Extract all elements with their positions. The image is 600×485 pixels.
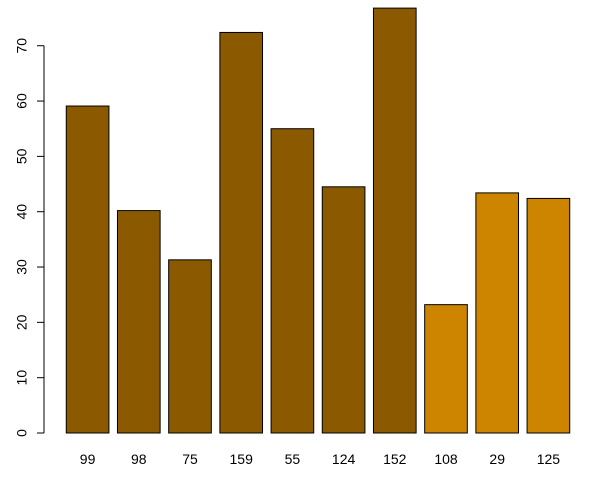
bar-75: [168, 259, 212, 434]
x-tick-label: 75: [182, 451, 198, 467]
x-tick-label: 125: [537, 451, 561, 467]
bar-108: [424, 304, 468, 434]
y-tick-label: 70: [14, 38, 30, 54]
bar-55: [270, 128, 315, 434]
bar-98: [116, 210, 161, 434]
bar-124: [321, 186, 366, 434]
x-tick-label: 55: [285, 451, 301, 467]
bar-125: [526, 197, 571, 434]
x-tick-label: 152: [383, 451, 407, 467]
bar-99: [65, 105, 110, 434]
x-tick-label: 159: [230, 451, 254, 467]
y-tick-label: 60: [14, 93, 30, 109]
x-tick-label: 98: [131, 451, 147, 467]
y-axis: 0 10 20 30 40 50 60 70: [14, 38, 45, 437]
bar-159: [219, 31, 264, 434]
y-tick-label: 20: [14, 314, 30, 330]
y-tick-label: 0: [14, 429, 30, 437]
bar-29: [475, 192, 520, 434]
y-tick-label: 30: [14, 259, 30, 275]
x-axis-labels: 99 98 75 159 55 124 152 108 29 125: [80, 451, 560, 467]
y-tick-label: 50: [14, 148, 30, 164]
x-tick-label: 124: [332, 451, 356, 467]
bar-152: [372, 7, 417, 434]
bar-series: [65, 7, 571, 434]
y-tick-label: 10: [14, 370, 30, 386]
x-tick-label: 99: [80, 451, 96, 467]
y-tick-label: 40: [14, 204, 30, 220]
x-tick-label: 108: [434, 451, 458, 467]
x-tick-label: 29: [489, 451, 505, 467]
